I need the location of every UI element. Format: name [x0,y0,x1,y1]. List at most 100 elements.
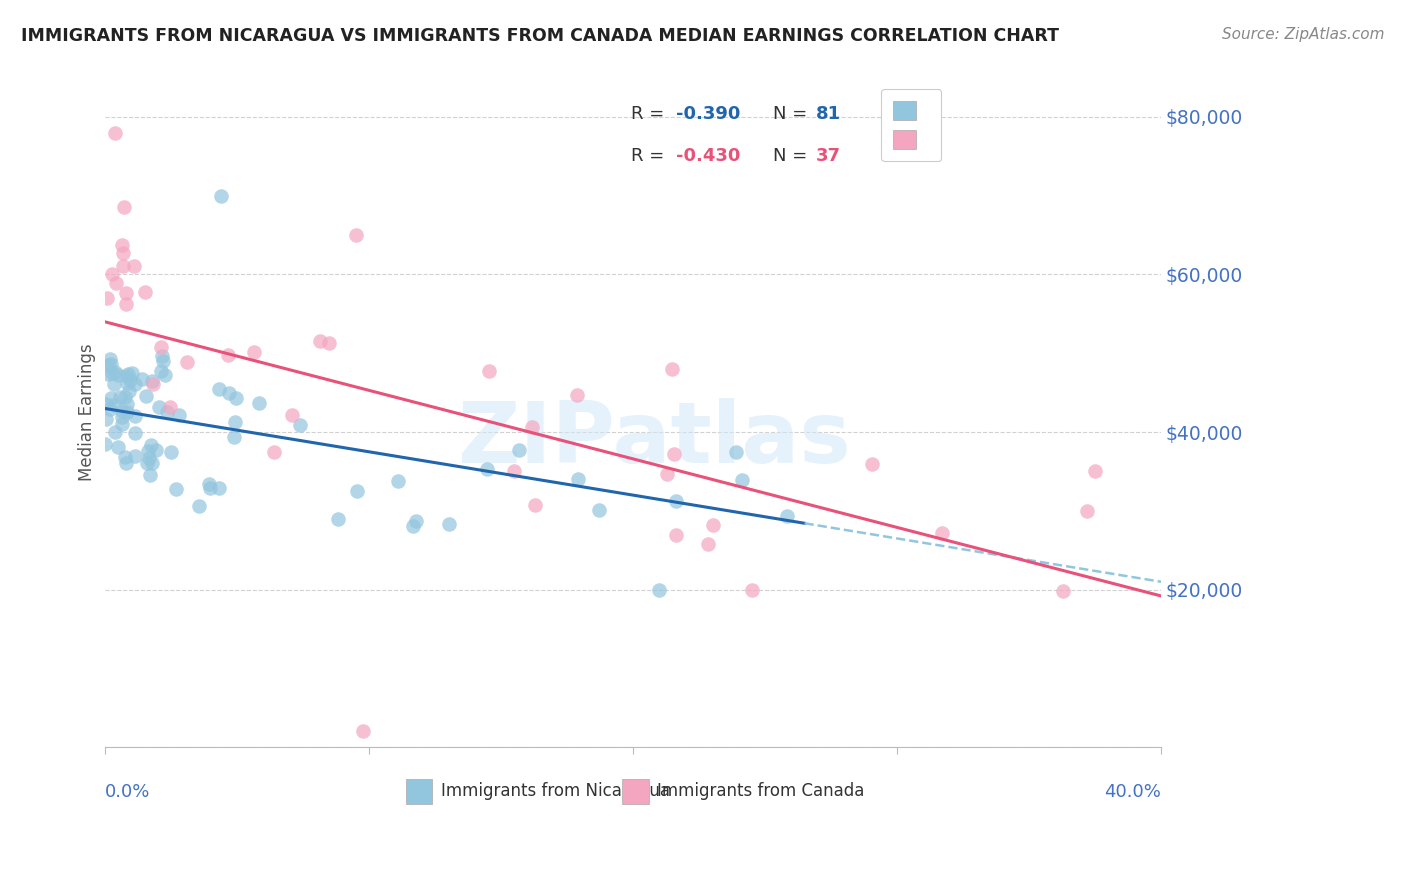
Immigrants from Canada [662,447,685,461]
Text: R =: R = [631,147,669,166]
Immigrants from Canada [176,355,198,369]
Text: 81: 81 [815,105,841,123]
Text: IMMIGRANTS FROM NICARAGUA VS IMMIGRANTS FROM CANADA MEDIAN EARNINGS CORRELATION : IMMIGRANTS FROM NICARAGUA VS IMMIGRANTS … [21,27,1059,45]
Immigrants from Nicaragua [439,517,461,532]
Immigrants from Nicaragua [114,450,136,465]
Text: N =: N = [773,105,814,123]
Immigrants from Nicaragua [97,358,120,372]
Immigrants from Nicaragua [114,390,136,404]
Immigrants from Canada [134,285,156,299]
Immigrants from Nicaragua [136,456,159,470]
Immigrants from Nicaragua [115,405,138,419]
Immigrants from Nicaragua [100,366,122,380]
Text: 37: 37 [815,147,841,166]
Immigrants from Nicaragua [104,365,127,379]
Immigrants from Nicaragua [131,372,153,386]
Immigrants from Canada [1052,583,1074,598]
Immigrants from Nicaragua [139,438,162,452]
Immigrants from Nicaragua [648,582,671,597]
Immigrants from Nicaragua [115,397,138,411]
Immigrants from Nicaragua [198,477,221,491]
Immigrants from Nicaragua [150,350,173,364]
Immigrants from Nicaragua [247,395,270,409]
Immigrants from Nicaragua [150,364,173,378]
Immigrants from Nicaragua [145,443,167,458]
Immigrants from Nicaragua [188,499,211,513]
Immigrants from Nicaragua [107,368,129,382]
Immigrants from Nicaragua [100,401,122,416]
Immigrants from Nicaragua [731,473,754,487]
Immigrants from Canada [661,362,683,376]
Y-axis label: Median Earnings: Median Earnings [79,343,96,481]
Text: Immigrants from Canada: Immigrants from Canada [657,782,865,800]
Immigrants from Canada [1076,504,1098,518]
Immigrants from Nicaragua [118,384,141,398]
Immigrants from Nicaragua [115,456,138,470]
Immigrants from Nicaragua [103,376,125,391]
Legend: , : , [882,89,942,161]
Immigrants from Canada [159,400,181,414]
Immigrants from Nicaragua [111,404,134,418]
Text: -0.390: -0.390 [676,105,741,123]
Text: Immigrants from Nicaragua: Immigrants from Nicaragua [440,782,669,800]
Immigrants from Canada [115,285,138,300]
Immigrants from Canada [111,260,134,274]
Immigrants from Canada [242,345,264,359]
Immigrants from Nicaragua [110,391,132,405]
Immigrants from Canada [112,200,135,214]
Immigrants from Nicaragua [153,368,176,382]
Immigrants from Nicaragua [115,368,138,383]
Immigrants from Canada [567,388,589,402]
Immigrants from Canada [702,518,724,533]
Immigrants from Nicaragua [152,353,174,368]
Immigrants from Nicaragua [156,405,179,419]
Immigrants from Nicaragua [776,508,799,523]
Immigrants from Nicaragua [139,468,162,483]
Immigrants from Canada [100,267,122,281]
Immigrants from Nicaragua [167,408,190,422]
Immigrants from Nicaragua [665,493,688,508]
Immigrants from Nicaragua [141,456,163,470]
Immigrants from Nicaragua [98,351,121,366]
Immigrants from Nicaragua [100,357,122,371]
Text: 0.0%: 0.0% [104,783,150,802]
Immigrants from Canada [523,498,546,512]
Immigrants from Nicaragua [475,461,498,475]
Text: -0.430: -0.430 [676,147,741,166]
Immigrants from Canada [665,528,688,542]
Immigrants from Canada [263,444,285,458]
Immigrants from Canada [520,419,543,434]
Immigrants from Canada [741,582,763,597]
Text: ZIPatlas: ZIPatlas [457,398,851,481]
Immigrants from Nicaragua [209,188,232,202]
FancyBboxPatch shape [623,779,648,805]
Immigrants from Nicaragua [107,440,129,454]
Text: N =: N = [773,147,814,166]
Immigrants from Nicaragua [218,386,240,401]
Immigrants from Nicaragua [198,481,221,495]
Immigrants from Canada [114,297,136,311]
Immigrants from Nicaragua [111,417,134,432]
Immigrants from Nicaragua [387,474,409,488]
Immigrants from Canada [104,126,127,140]
Immigrants from Nicaragua [208,382,231,396]
Immigrants from Nicaragua [100,392,122,406]
Immigrants from Nicaragua [208,481,231,495]
Immigrants from Nicaragua [222,430,245,444]
Immigrants from Canada [1084,465,1107,479]
Immigrants from Canada [281,408,304,422]
Immigrants from Canada [318,336,340,351]
Immigrants from Nicaragua [94,437,117,451]
Immigrants from Nicaragua [402,518,425,533]
Immigrants from Nicaragua [588,503,610,517]
Immigrants from Canada [503,465,526,479]
Immigrants from Nicaragua [346,484,368,499]
Immigrants from Nicaragua [103,399,125,413]
Immigrants from Nicaragua [567,473,589,487]
Immigrants from Nicaragua [117,376,139,391]
Immigrants from Nicaragua [326,511,349,525]
Immigrants from Nicaragua [124,409,146,424]
Immigrants from Nicaragua [124,425,146,440]
Immigrants from Nicaragua [97,368,120,382]
Text: 40.0%: 40.0% [1104,783,1161,802]
